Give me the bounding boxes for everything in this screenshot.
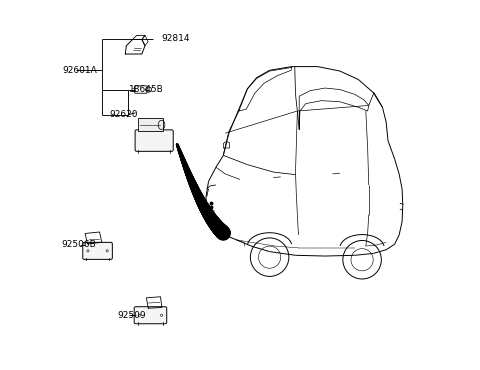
FancyBboxPatch shape	[135, 130, 173, 151]
Text: 92509: 92509	[117, 311, 146, 320]
FancyBboxPatch shape	[137, 118, 163, 131]
Text: 18645B: 18645B	[129, 85, 164, 94]
Text: 92814: 92814	[161, 34, 190, 43]
Text: 92620: 92620	[110, 110, 138, 119]
FancyBboxPatch shape	[134, 307, 167, 324]
FancyBboxPatch shape	[83, 242, 112, 259]
Text: 92601A: 92601A	[62, 66, 97, 75]
Text: 92506B: 92506B	[61, 240, 96, 249]
